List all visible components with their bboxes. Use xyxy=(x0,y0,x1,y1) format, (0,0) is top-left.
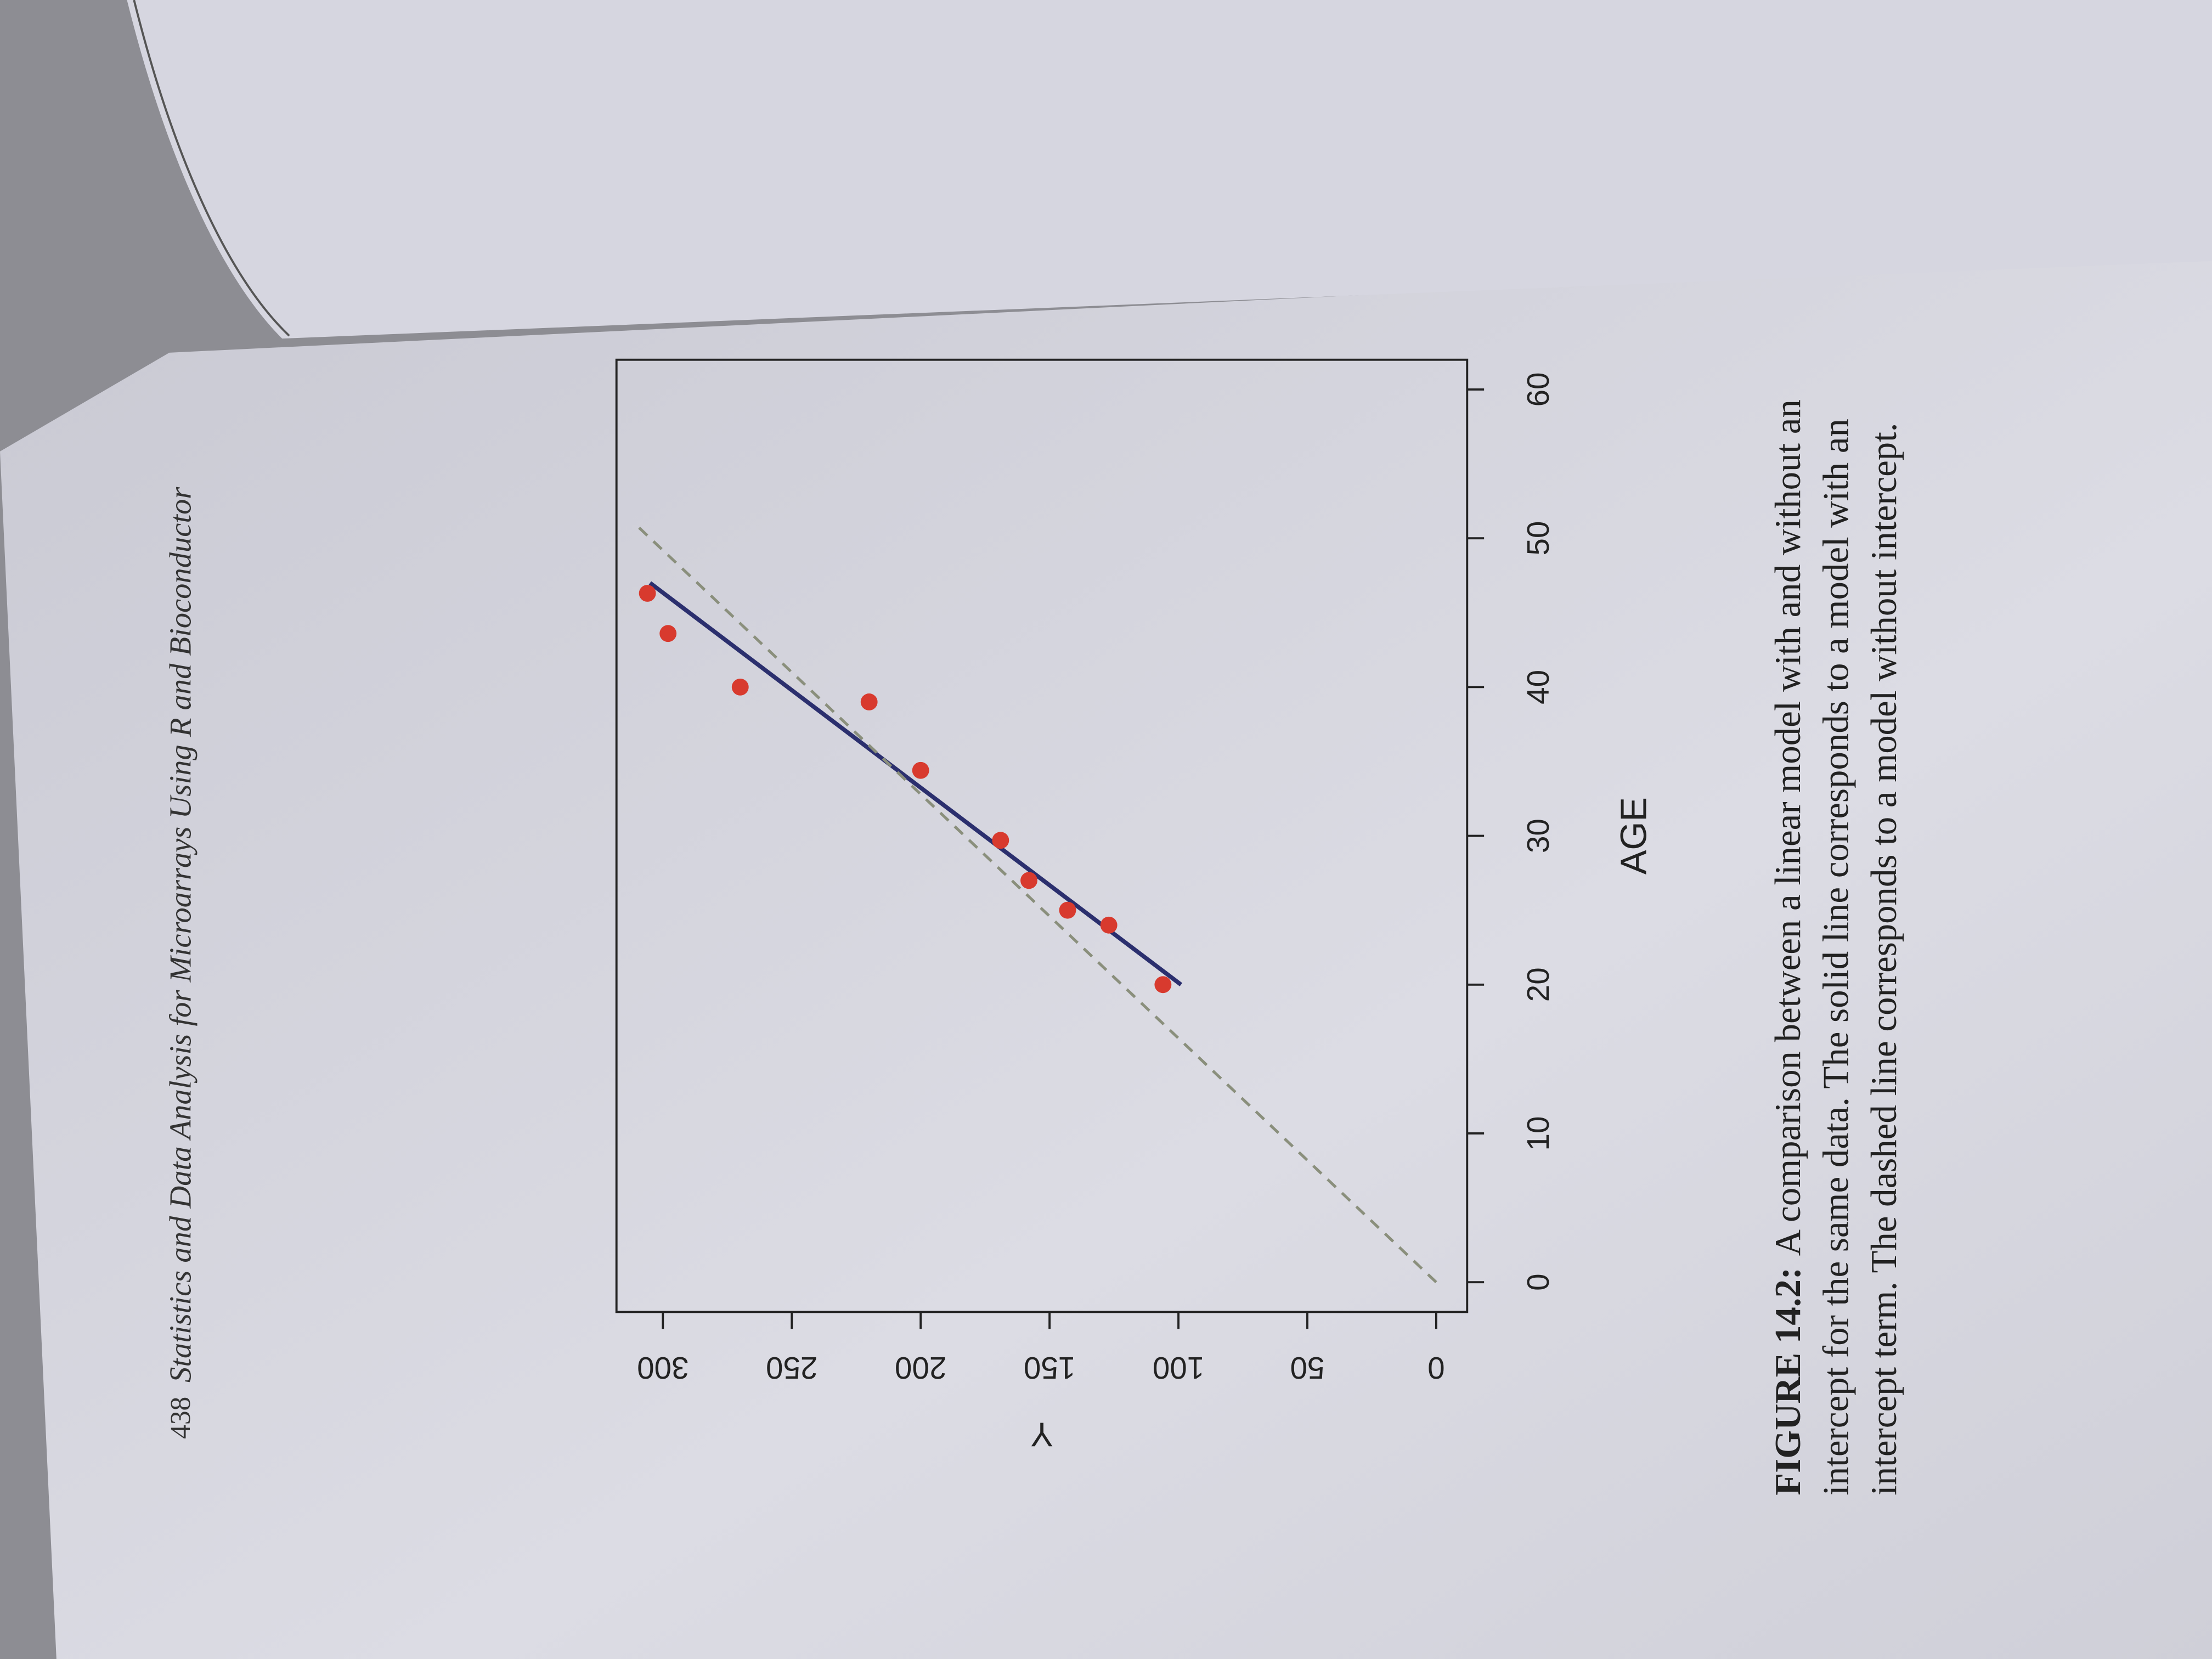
right-page xyxy=(127,0,2212,339)
x-tick-label: 0 xyxy=(1521,1273,1555,1290)
y-tick-label: 250 xyxy=(766,1351,817,1385)
y-tick-label: 0 xyxy=(1427,1351,1444,1385)
point xyxy=(1059,901,1076,919)
page-content: 438 Statistics and Data Analysis for Micr… xyxy=(163,358,1904,1496)
point xyxy=(1100,916,1118,934)
x-tick-label: 10 xyxy=(1521,1116,1555,1151)
x-tick-label: 20 xyxy=(1521,967,1555,1002)
fit-line-no-intercept xyxy=(633,522,1437,1284)
point xyxy=(1020,872,1037,889)
page-number: 438 xyxy=(165,1397,196,1439)
x-axis-label: AGE xyxy=(1613,797,1655,874)
caption-line: intercept term. The dashed line correspo… xyxy=(1864,422,1904,1495)
x-tick-label: 60 xyxy=(1521,372,1555,407)
caption-line: intercept for the same data. The solid l… xyxy=(1815,419,1856,1496)
point xyxy=(912,761,929,779)
caption-label: FIGURE 14.2: xyxy=(1768,1267,1808,1496)
point xyxy=(1154,976,1172,994)
point xyxy=(860,693,878,710)
y-tick-label: 200 xyxy=(895,1351,946,1385)
x-tick-label: 40 xyxy=(1521,670,1555,704)
page-edge xyxy=(133,0,290,337)
point xyxy=(992,832,1009,849)
y-axis-label: Y xyxy=(1030,1415,1053,1453)
point xyxy=(731,678,749,696)
running-title: Statistics and Data Analysis for Microar… xyxy=(163,487,198,1383)
y-tick-label: 50 xyxy=(1290,1351,1325,1385)
caption-line: A comparison between a linear model with… xyxy=(1768,399,1808,1256)
x-tick-label: 50 xyxy=(1521,521,1555,556)
y-tick-label: 300 xyxy=(637,1351,689,1385)
fit-line-intercept xyxy=(648,581,1183,986)
x-tick-label: 30 xyxy=(1521,819,1555,853)
point xyxy=(639,585,656,602)
left-page xyxy=(0,253,2212,1659)
y-tick-label: 100 xyxy=(1153,1351,1204,1385)
y-tick-label: 150 xyxy=(1024,1351,1075,1385)
point xyxy=(659,625,677,642)
